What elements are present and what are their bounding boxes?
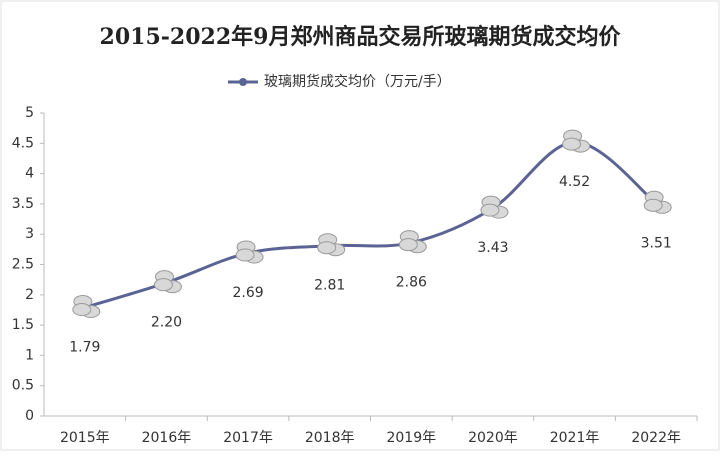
y-tick-label: 1.5 xyxy=(12,317,34,333)
coin xyxy=(643,198,663,212)
x-tick-label: 2020年 xyxy=(468,430,518,446)
coin xyxy=(72,303,92,317)
coin xyxy=(480,203,500,217)
legend-label: 玻璃期货成交均价（万元/手） xyxy=(264,73,451,90)
data-label: 4.52 xyxy=(559,174,590,190)
data-label: 2.86 xyxy=(396,275,427,291)
data-label: 2.81 xyxy=(314,278,345,294)
marker xyxy=(480,195,509,219)
y-tick-label: 3 xyxy=(25,226,34,242)
x-tick-label: 2016年 xyxy=(142,430,192,446)
y-tick-label: 0.5 xyxy=(12,378,34,394)
y-tick-label: 5 xyxy=(25,105,34,121)
y-tick-label: 3.5 xyxy=(12,196,34,212)
marker xyxy=(235,240,264,264)
legend-marker xyxy=(239,78,247,86)
y-tick-label: 2.5 xyxy=(12,257,34,273)
x-tick-label: 2018年 xyxy=(305,430,355,446)
coin xyxy=(562,137,582,151)
coin xyxy=(153,278,173,292)
coin xyxy=(317,241,337,255)
data-label: 3.51 xyxy=(641,235,672,251)
data-label: 2.69 xyxy=(232,285,263,301)
marker xyxy=(398,230,427,254)
x-tick-label: 2015年 xyxy=(60,430,110,446)
chart-title: 2015-2022年9月郑州商品交易所玻璃期货成交均价 xyxy=(100,24,622,50)
marker xyxy=(72,295,101,319)
y-tick-label: 2 xyxy=(25,287,34,303)
data-label: 2.20 xyxy=(151,315,182,331)
marker xyxy=(317,233,346,257)
data-label: 3.43 xyxy=(477,240,508,256)
y-tick-label: 1 xyxy=(25,347,34,363)
coin xyxy=(398,238,418,252)
y-tick-label: 4 xyxy=(25,166,34,182)
y-tick-label: 0 xyxy=(25,408,34,424)
x-tick-label: 2022年 xyxy=(631,430,681,446)
x-tick-label: 2017年 xyxy=(223,430,273,446)
coin xyxy=(235,248,255,262)
x-tick-label: 2021年 xyxy=(550,430,600,446)
marker xyxy=(153,270,182,294)
marker xyxy=(562,129,591,153)
marker xyxy=(643,190,672,214)
x-tick-label: 2019年 xyxy=(386,430,436,446)
data-label: 1.79 xyxy=(69,340,100,356)
y-tick-label: 4.5 xyxy=(12,135,34,151)
